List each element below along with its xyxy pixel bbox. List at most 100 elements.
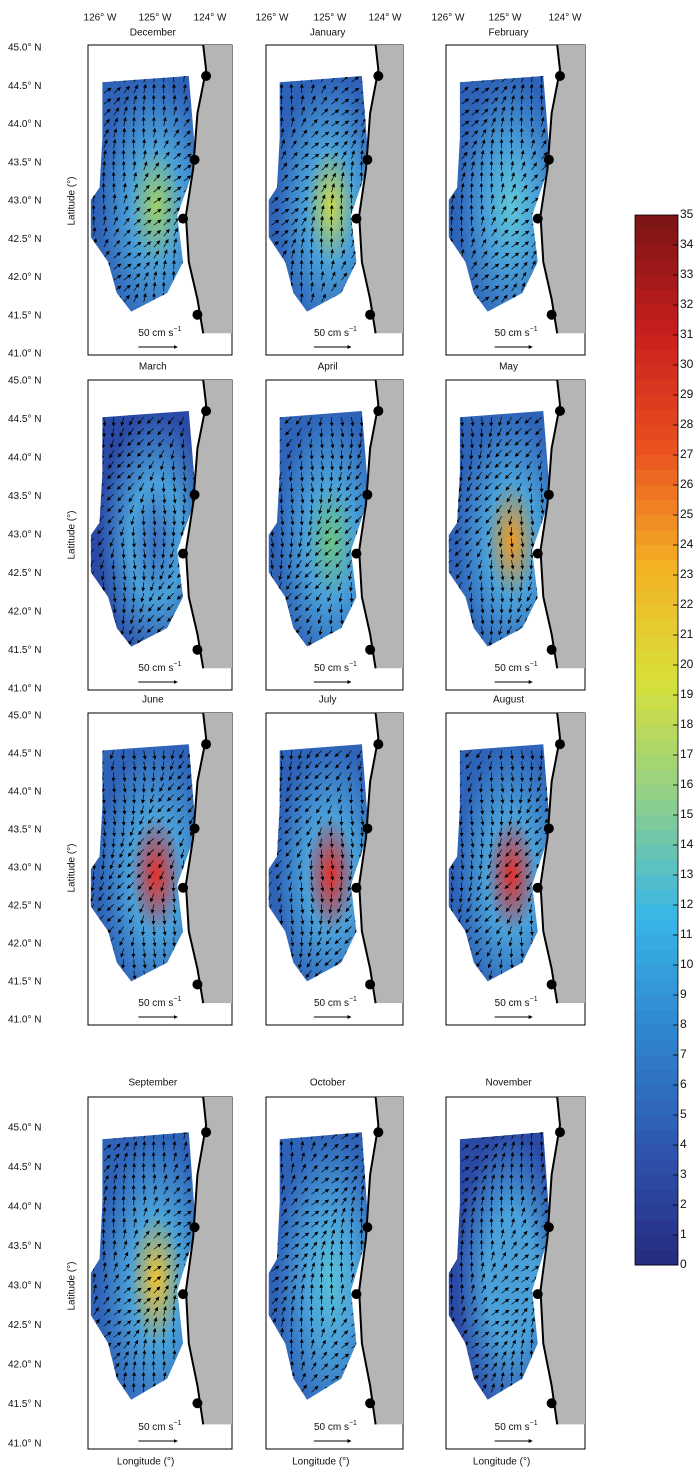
colorbar-tick-label: 25: [680, 507, 694, 521]
scale-text: 50 cm s: [138, 998, 173, 1009]
vector: [123, 194, 128, 204]
vector: [160, 472, 165, 482]
vector: [460, 193, 464, 204]
vector: [341, 260, 346, 270]
vector: [310, 226, 315, 237]
station: [189, 1222, 200, 1233]
colorbar-segment: [635, 1250, 678, 1266]
vector: [351, 98, 360, 105]
vector: [162, 270, 167, 281]
vector: [170, 450, 175, 460]
vector: [481, 250, 488, 259]
colorbar-segment: [635, 575, 678, 591]
vector: [461, 172, 466, 182]
vector: [142, 138, 147, 149]
vector: [109, 450, 115, 459]
colorbar-segment: [635, 695, 678, 711]
lat-tick-label: 44.0° N: [8, 1202, 41, 1213]
vector: [521, 241, 530, 248]
scale-exponent: −1: [530, 1420, 538, 1427]
vector: [182, 83, 187, 94]
vector: [92, 226, 97, 237]
vector: [172, 248, 177, 259]
vector: [519, 94, 524, 105]
vector: [310, 281, 315, 292]
station: [189, 823, 200, 834]
vector: [122, 127, 127, 138]
vector: [138, 471, 145, 480]
vector: [311, 175, 319, 182]
colorbar-tick-label: 5: [680, 1107, 687, 1121]
colorbar-segment: [635, 980, 678, 996]
panel-title: July: [319, 695, 337, 706]
vector: [341, 120, 350, 127]
colorbar-tick-label: 21: [680, 627, 694, 641]
vector: [481, 98, 490, 105]
colorbar-segment: [635, 245, 678, 261]
lon-tick-label: 126° W: [84, 13, 117, 24]
vector: [481, 118, 488, 127]
vector: [331, 162, 338, 171]
vector: [163, 249, 168, 259]
lat-tick-label: 41.5° N: [8, 1399, 41, 1410]
vector: [481, 238, 487, 248]
colorbar-segment: [635, 860, 678, 876]
vector: [291, 186, 300, 193]
vector: [321, 131, 330, 138]
vector: [173, 153, 181, 160]
colorbar-segment: [635, 410, 678, 426]
vector: [123, 229, 131, 237]
vector: [133, 230, 142, 237]
vector: [461, 86, 469, 94]
lat-tick-label: 45.0° N: [8, 711, 41, 722]
colorbar-tick-label: 17: [680, 747, 694, 761]
vector: [501, 241, 510, 248]
colorbar-segment: [635, 470, 678, 486]
lat-tick-label: 41.0° N: [8, 684, 41, 695]
station: [178, 213, 189, 224]
vector: [520, 138, 525, 149]
vector: [541, 139, 547, 149]
lat-tick-label: 42.0° N: [8, 1360, 41, 1371]
vector: [171, 461, 176, 471]
station: [543, 489, 554, 500]
vector: [112, 193, 117, 204]
panel-title: March: [139, 362, 167, 373]
colorbar-tick-label: 26: [680, 477, 694, 491]
vector: [101, 439, 106, 449]
vector: [137, 460, 145, 469]
vector: [142, 292, 147, 303]
colorbar-segment: [635, 1070, 678, 1086]
vector: [157, 427, 165, 436]
vector: [511, 230, 520, 237]
vector: [122, 171, 127, 182]
scale-exponent: −1: [173, 1420, 181, 1427]
vector: [491, 240, 498, 248]
vector: [361, 128, 366, 138]
vector: [541, 163, 549, 171]
vector: [491, 107, 497, 116]
vector: [173, 238, 178, 248]
vector: [531, 162, 537, 171]
vector: [311, 216, 316, 226]
vector: [137, 416, 145, 425]
vector: [351, 129, 357, 138]
lon-tick-label: 124° W: [549, 13, 582, 24]
vector: [122, 182, 127, 193]
colorbar-segment: [635, 1190, 678, 1206]
vector: [126, 449, 134, 457]
vector: [521, 282, 526, 292]
vector: [301, 196, 309, 204]
colorbar-segment: [635, 230, 678, 246]
vector: [471, 261, 477, 270]
station: [365, 309, 376, 320]
vector: [133, 84, 138, 94]
vector: [172, 94, 177, 105]
vector: [113, 274, 122, 281]
vector: [133, 241, 142, 248]
vector: [491, 296, 499, 303]
vector: [183, 118, 190, 127]
vector: [113, 240, 121, 248]
vector: [521, 196, 529, 204]
vector: [359, 149, 364, 160]
